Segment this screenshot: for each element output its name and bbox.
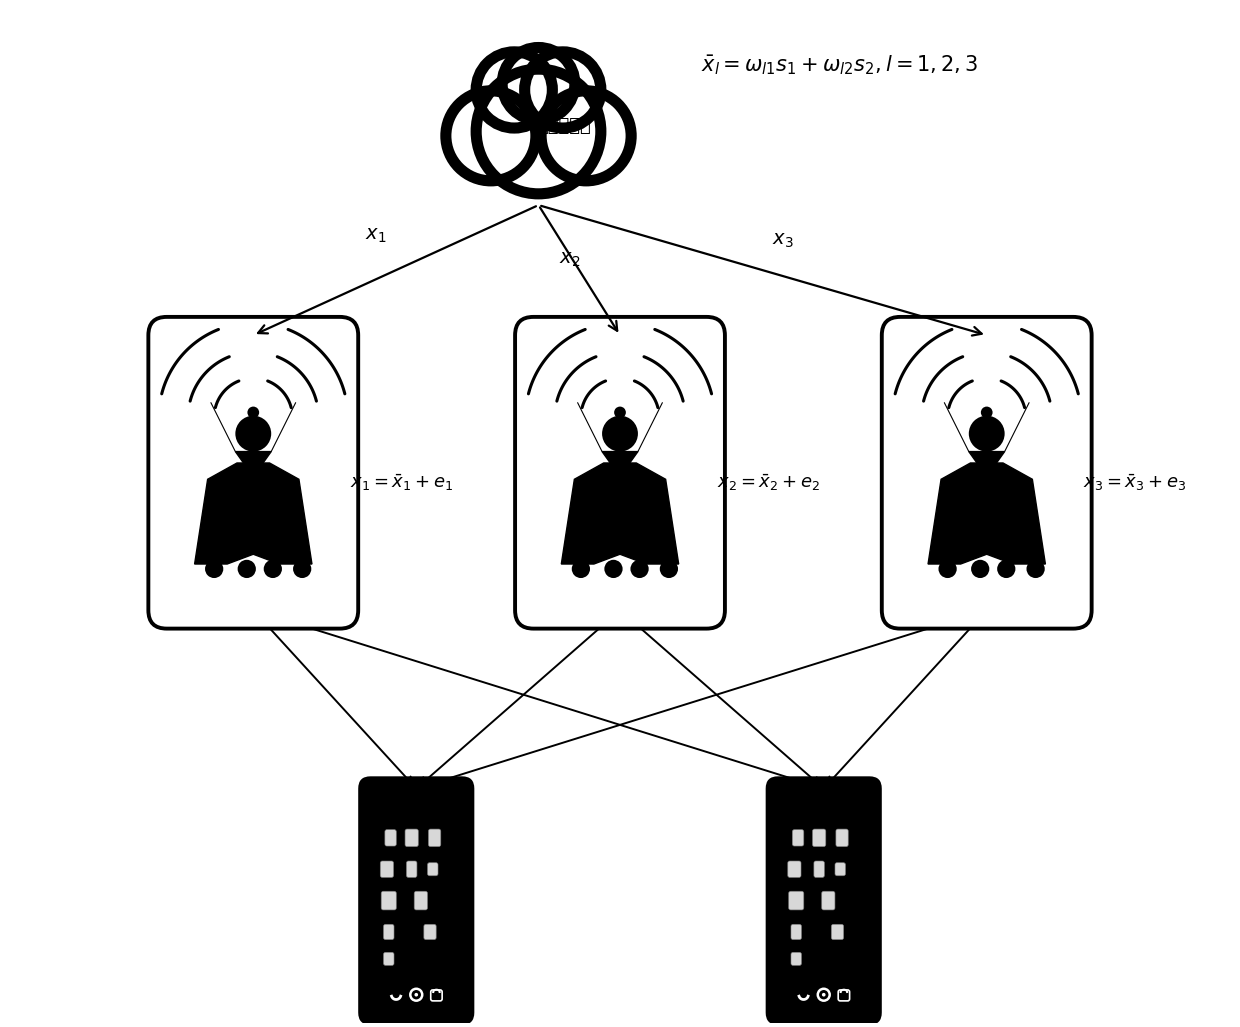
Text: $x_1$: $x_1$ xyxy=(365,226,386,244)
FancyBboxPatch shape xyxy=(813,861,825,877)
Circle shape xyxy=(997,560,1016,578)
FancyBboxPatch shape xyxy=(812,829,826,846)
Polygon shape xyxy=(236,452,272,463)
Circle shape xyxy=(525,51,601,128)
Circle shape xyxy=(476,69,601,194)
Circle shape xyxy=(414,993,418,996)
Circle shape xyxy=(446,90,536,181)
FancyBboxPatch shape xyxy=(882,317,1091,629)
Circle shape xyxy=(614,407,626,418)
FancyBboxPatch shape xyxy=(405,829,418,846)
Circle shape xyxy=(502,47,575,120)
Polygon shape xyxy=(195,463,312,564)
Circle shape xyxy=(236,416,272,452)
Circle shape xyxy=(981,407,992,418)
FancyBboxPatch shape xyxy=(831,924,843,940)
FancyBboxPatch shape xyxy=(149,317,358,629)
Circle shape xyxy=(939,560,957,578)
Circle shape xyxy=(476,51,552,128)
Circle shape xyxy=(572,560,590,578)
Text: $x_3$: $x_3$ xyxy=(773,231,794,250)
FancyBboxPatch shape xyxy=(791,952,801,965)
FancyBboxPatch shape xyxy=(428,863,438,876)
FancyBboxPatch shape xyxy=(407,861,417,877)
Polygon shape xyxy=(603,452,637,463)
Circle shape xyxy=(603,416,637,452)
Circle shape xyxy=(660,560,678,578)
FancyBboxPatch shape xyxy=(358,776,475,1025)
Circle shape xyxy=(630,560,649,578)
FancyBboxPatch shape xyxy=(414,891,428,910)
FancyBboxPatch shape xyxy=(384,830,397,846)
FancyBboxPatch shape xyxy=(381,891,397,910)
Text: $x_3 = \bar{x}_3 + e_3$: $x_3 = \bar{x}_3 + e_3$ xyxy=(1084,472,1187,493)
Polygon shape xyxy=(968,452,1004,463)
Text: $\bar{x}_l = \omega_{l1}s_1 + \omega_{l2}s_2, l=1,2,3$: $\bar{x}_l = \omega_{l1}s_1 + \omega_{l2… xyxy=(702,53,978,77)
Circle shape xyxy=(205,560,223,578)
Circle shape xyxy=(541,90,631,181)
Circle shape xyxy=(971,560,990,578)
FancyBboxPatch shape xyxy=(787,861,801,877)
Circle shape xyxy=(822,993,826,996)
FancyBboxPatch shape xyxy=(791,924,801,940)
Circle shape xyxy=(248,407,259,418)
Text: $x_2 = \bar{x}_2 + e_2$: $x_2 = \bar{x}_2 + e_2$ xyxy=(717,472,820,493)
Polygon shape xyxy=(562,463,678,564)
Circle shape xyxy=(293,560,311,578)
FancyBboxPatch shape xyxy=(822,891,835,910)
FancyBboxPatch shape xyxy=(381,861,393,877)
FancyBboxPatch shape xyxy=(792,830,804,846)
Circle shape xyxy=(1027,560,1045,578)
Text: 中央处理器: 中央处理器 xyxy=(537,117,590,136)
FancyBboxPatch shape xyxy=(515,317,725,629)
FancyBboxPatch shape xyxy=(383,924,394,940)
Circle shape xyxy=(604,560,622,578)
Circle shape xyxy=(264,560,281,578)
FancyBboxPatch shape xyxy=(836,829,848,846)
FancyBboxPatch shape xyxy=(765,776,882,1025)
FancyBboxPatch shape xyxy=(383,952,394,965)
Polygon shape xyxy=(928,463,1045,564)
Text: $x_1 = \bar{x}_1 + e_1$: $x_1 = \bar{x}_1 + e_1$ xyxy=(350,472,453,493)
Text: $x_2$: $x_2$ xyxy=(559,251,580,269)
FancyBboxPatch shape xyxy=(789,891,804,910)
FancyBboxPatch shape xyxy=(429,829,440,846)
Circle shape xyxy=(968,416,1004,452)
FancyBboxPatch shape xyxy=(835,863,846,876)
Circle shape xyxy=(238,560,255,578)
FancyBboxPatch shape xyxy=(424,924,436,940)
